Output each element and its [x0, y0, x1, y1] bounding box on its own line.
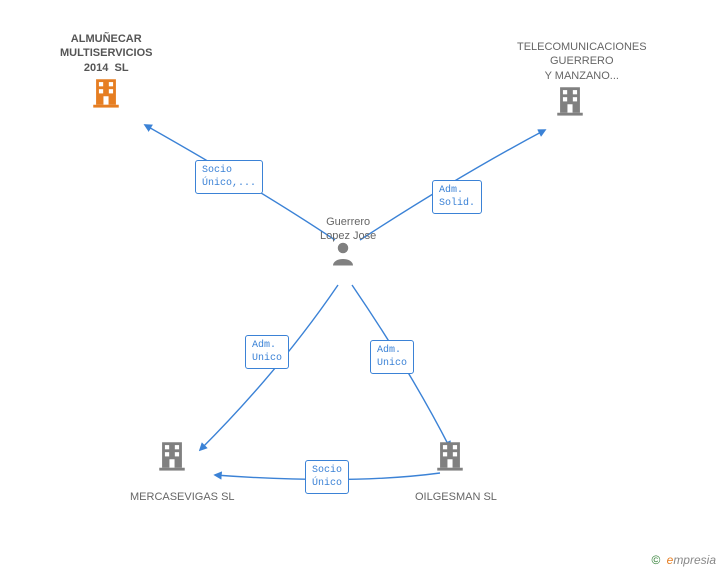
watermark: © empresia: [651, 553, 716, 567]
building-icon: [433, 438, 467, 477]
node-label: MERCASEVIGAS SL: [130, 490, 235, 504]
edge-label: Adm. Unico: [370, 340, 414, 374]
edge-label: Socio Único: [305, 460, 349, 494]
brand-name: mpresia: [673, 553, 716, 567]
edge-label: Adm. Unico: [245, 335, 289, 369]
node-label: Guerrero Lopez Jose: [320, 215, 376, 244]
building-icon: [155, 438, 189, 477]
building-icon: [553, 83, 587, 122]
node-label: ALMUÑECAR MULTISERVICIOS 2014 SL: [60, 32, 153, 75]
copyright-symbol: ©: [651, 553, 660, 567]
node-label: TELECOMUNICACIONES GUERRERO Y MANZANO...: [517, 40, 647, 83]
edge-label: Socio Único,...: [195, 160, 263, 194]
edge-label: Adm. Solid.: [432, 180, 482, 214]
node-label: OILGESMAN SL: [415, 490, 497, 504]
building-icon: [89, 75, 123, 114]
